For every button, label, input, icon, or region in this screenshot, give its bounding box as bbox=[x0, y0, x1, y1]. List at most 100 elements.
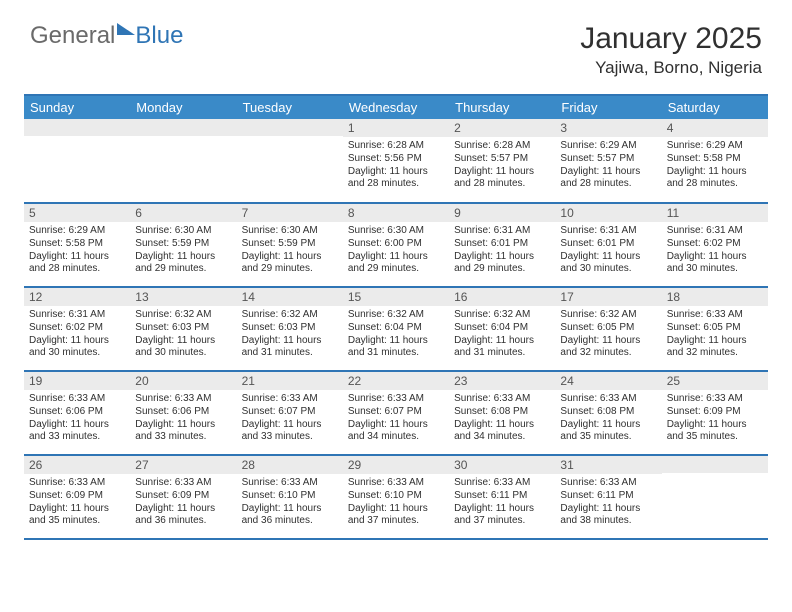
calendar-cell: 25Sunrise: 6:33 AMSunset: 6:09 PMDayligh… bbox=[662, 371, 768, 455]
calendar-cell: 31Sunrise: 6:33 AMSunset: 6:11 PMDayligh… bbox=[555, 455, 661, 539]
day-number: 28 bbox=[237, 456, 343, 474]
brand-logo: General Blue bbox=[30, 22, 183, 50]
day-details: Sunrise: 6:32 AMSunset: 6:05 PMDaylight:… bbox=[555, 306, 661, 364]
day-details: Sunrise: 6:33 AMSunset: 6:06 PMDaylight:… bbox=[130, 390, 236, 448]
calendar-cell bbox=[662, 455, 768, 539]
day-details: Sunrise: 6:33 AMSunset: 6:05 PMDaylight:… bbox=[662, 306, 768, 364]
day-number: 10 bbox=[555, 204, 661, 222]
day-details: Sunrise: 6:31 AMSunset: 6:02 PMDaylight:… bbox=[662, 222, 768, 280]
day-number: 4 bbox=[662, 119, 768, 137]
day-number: 22 bbox=[343, 372, 449, 390]
day-number: 13 bbox=[130, 288, 236, 306]
day-details bbox=[237, 136, 343, 143]
day-details bbox=[130, 136, 236, 143]
day-number: 27 bbox=[130, 456, 236, 474]
day-details: Sunrise: 6:33 AMSunset: 6:09 PMDaylight:… bbox=[130, 474, 236, 532]
day-details: Sunrise: 6:33 AMSunset: 6:10 PMDaylight:… bbox=[237, 474, 343, 532]
calendar-cell: 15Sunrise: 6:32 AMSunset: 6:04 PMDayligh… bbox=[343, 287, 449, 371]
day-number: 21 bbox=[237, 372, 343, 390]
calendar-cell: 13Sunrise: 6:32 AMSunset: 6:03 PMDayligh… bbox=[130, 287, 236, 371]
day-details: Sunrise: 6:33 AMSunset: 6:08 PMDaylight:… bbox=[449, 390, 555, 448]
day-number: 17 bbox=[555, 288, 661, 306]
day-details: Sunrise: 6:29 AMSunset: 5:58 PMDaylight:… bbox=[24, 222, 130, 280]
calendar-table: Sunday Monday Tuesday Wednesday Thursday… bbox=[24, 94, 768, 540]
day-details: Sunrise: 6:30 AMSunset: 5:59 PMDaylight:… bbox=[130, 222, 236, 280]
day-number bbox=[130, 119, 236, 136]
calendar-cell bbox=[24, 119, 130, 203]
day-details bbox=[24, 136, 130, 143]
day-number: 30 bbox=[449, 456, 555, 474]
day-details: Sunrise: 6:32 AMSunset: 6:04 PMDaylight:… bbox=[449, 306, 555, 364]
calendar-row: 12Sunrise: 6:31 AMSunset: 6:02 PMDayligh… bbox=[24, 287, 768, 371]
day-details: Sunrise: 6:33 AMSunset: 6:07 PMDaylight:… bbox=[343, 390, 449, 448]
weekday-header: Thursday bbox=[449, 95, 555, 119]
calendar-row: 19Sunrise: 6:33 AMSunset: 6:06 PMDayligh… bbox=[24, 371, 768, 455]
calendar-cell: 7Sunrise: 6:30 AMSunset: 5:59 PMDaylight… bbox=[237, 203, 343, 287]
day-number: 18 bbox=[662, 288, 768, 306]
weekday-header: Wednesday bbox=[343, 95, 449, 119]
calendar-cell: 29Sunrise: 6:33 AMSunset: 6:10 PMDayligh… bbox=[343, 455, 449, 539]
calendar-cell: 10Sunrise: 6:31 AMSunset: 6:01 PMDayligh… bbox=[555, 203, 661, 287]
day-number: 20 bbox=[130, 372, 236, 390]
day-details: Sunrise: 6:33 AMSunset: 6:11 PMDaylight:… bbox=[449, 474, 555, 532]
day-details: Sunrise: 6:32 AMSunset: 6:03 PMDaylight:… bbox=[237, 306, 343, 364]
day-details: Sunrise: 6:33 AMSunset: 6:10 PMDaylight:… bbox=[343, 474, 449, 532]
day-number: 8 bbox=[343, 204, 449, 222]
day-number: 5 bbox=[24, 204, 130, 222]
day-details: Sunrise: 6:29 AMSunset: 5:58 PMDaylight:… bbox=[662, 137, 768, 195]
calendar-cell: 4Sunrise: 6:29 AMSunset: 5:58 PMDaylight… bbox=[662, 119, 768, 203]
calendar-cell: 6Sunrise: 6:30 AMSunset: 5:59 PMDaylight… bbox=[130, 203, 236, 287]
calendar-cell bbox=[237, 119, 343, 203]
day-number: 9 bbox=[449, 204, 555, 222]
day-number: 1 bbox=[343, 119, 449, 137]
day-number bbox=[24, 119, 130, 136]
calendar-row: 1Sunrise: 6:28 AMSunset: 5:56 PMDaylight… bbox=[24, 119, 768, 203]
weekday-header: Monday bbox=[130, 95, 236, 119]
day-number: 12 bbox=[24, 288, 130, 306]
day-details: Sunrise: 6:32 AMSunset: 6:03 PMDaylight:… bbox=[130, 306, 236, 364]
day-number: 24 bbox=[555, 372, 661, 390]
day-details: Sunrise: 6:30 AMSunset: 6:00 PMDaylight:… bbox=[343, 222, 449, 280]
calendar-cell: 30Sunrise: 6:33 AMSunset: 6:11 PMDayligh… bbox=[449, 455, 555, 539]
calendar-row: 5Sunrise: 6:29 AMSunset: 5:58 PMDaylight… bbox=[24, 203, 768, 287]
day-details: Sunrise: 6:33 AMSunset: 6:07 PMDaylight:… bbox=[237, 390, 343, 448]
calendar-cell: 24Sunrise: 6:33 AMSunset: 6:08 PMDayligh… bbox=[555, 371, 661, 455]
location-text: Yajiwa, Borno, Nigeria bbox=[24, 58, 762, 78]
weekday-header: Tuesday bbox=[237, 95, 343, 119]
calendar-cell: 1Sunrise: 6:28 AMSunset: 5:56 PMDaylight… bbox=[343, 119, 449, 203]
day-number: 11 bbox=[662, 204, 768, 222]
day-number: 7 bbox=[237, 204, 343, 222]
day-number: 6 bbox=[130, 204, 236, 222]
day-details: Sunrise: 6:31 AMSunset: 6:01 PMDaylight:… bbox=[449, 222, 555, 280]
calendar-cell: 19Sunrise: 6:33 AMSunset: 6:06 PMDayligh… bbox=[24, 371, 130, 455]
calendar-cell: 27Sunrise: 6:33 AMSunset: 6:09 PMDayligh… bbox=[130, 455, 236, 539]
calendar-cell: 16Sunrise: 6:32 AMSunset: 6:04 PMDayligh… bbox=[449, 287, 555, 371]
calendar-row: 26Sunrise: 6:33 AMSunset: 6:09 PMDayligh… bbox=[24, 455, 768, 539]
brand-part2: Blue bbox=[135, 22, 183, 50]
calendar-cell: 11Sunrise: 6:31 AMSunset: 6:02 PMDayligh… bbox=[662, 203, 768, 287]
weekday-header: Sunday bbox=[24, 95, 130, 119]
day-details: Sunrise: 6:30 AMSunset: 5:59 PMDaylight:… bbox=[237, 222, 343, 280]
day-details bbox=[662, 473, 768, 480]
day-number: 19 bbox=[24, 372, 130, 390]
calendar-cell bbox=[130, 119, 236, 203]
day-details: Sunrise: 6:33 AMSunset: 6:11 PMDaylight:… bbox=[555, 474, 661, 532]
day-details: Sunrise: 6:28 AMSunset: 5:57 PMDaylight:… bbox=[449, 137, 555, 195]
day-details: Sunrise: 6:33 AMSunset: 6:06 PMDaylight:… bbox=[24, 390, 130, 448]
day-number bbox=[662, 456, 768, 473]
day-number: 15 bbox=[343, 288, 449, 306]
calendar-cell: 21Sunrise: 6:33 AMSunset: 6:07 PMDayligh… bbox=[237, 371, 343, 455]
calendar-cell: 14Sunrise: 6:32 AMSunset: 6:03 PMDayligh… bbox=[237, 287, 343, 371]
day-number: 29 bbox=[343, 456, 449, 474]
day-number: 31 bbox=[555, 456, 661, 474]
day-details: Sunrise: 6:31 AMSunset: 6:01 PMDaylight:… bbox=[555, 222, 661, 280]
calendar-cell: 26Sunrise: 6:33 AMSunset: 6:09 PMDayligh… bbox=[24, 455, 130, 539]
day-details: Sunrise: 6:31 AMSunset: 6:02 PMDaylight:… bbox=[24, 306, 130, 364]
day-number: 14 bbox=[237, 288, 343, 306]
calendar-cell: 28Sunrise: 6:33 AMSunset: 6:10 PMDayligh… bbox=[237, 455, 343, 539]
day-details: Sunrise: 6:32 AMSunset: 6:04 PMDaylight:… bbox=[343, 306, 449, 364]
day-number: 23 bbox=[449, 372, 555, 390]
calendar-cell: 20Sunrise: 6:33 AMSunset: 6:06 PMDayligh… bbox=[130, 371, 236, 455]
day-details: Sunrise: 6:28 AMSunset: 5:56 PMDaylight:… bbox=[343, 137, 449, 195]
day-number: 26 bbox=[24, 456, 130, 474]
